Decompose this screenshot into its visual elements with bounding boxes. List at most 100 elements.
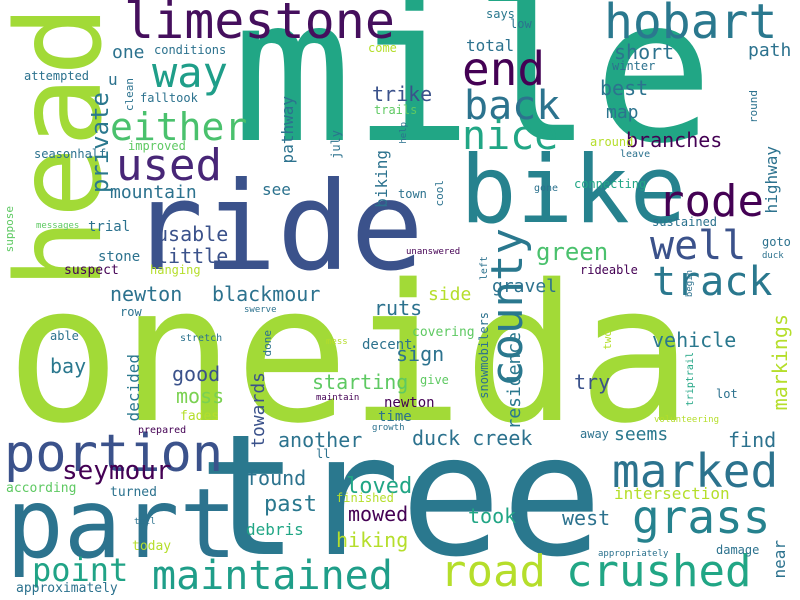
word-row: row — [120, 305, 142, 319]
word-mountain: mountain — [110, 182, 197, 203]
word-u: u — [108, 70, 118, 89]
word-tell: tell — [134, 517, 156, 527]
word-falltook: falltook — [140, 91, 198, 105]
word-away: away — [580, 427, 609, 441]
word-town: town — [398, 187, 427, 201]
word-way: way — [152, 48, 228, 97]
word-around: around — [590, 135, 634, 149]
word-private: private — [86, 92, 114, 194]
word-covering: covering — [412, 325, 475, 340]
word-messages: messages — [36, 221, 80, 231]
word-come: come — [368, 41, 397, 55]
word-sustained: sustained — [652, 215, 718, 229]
word-residence: residence — [504, 332, 525, 430]
word-side: side — [428, 284, 472, 305]
word-best: best — [600, 76, 649, 100]
word-rideable: rideable — [580, 263, 638, 277]
word-low: low — [510, 17, 532, 31]
word-leave: leave — [620, 149, 651, 160]
word-markings: markings — [768, 314, 792, 411]
word-today: today — [132, 539, 172, 554]
word-snowmobilers: snowmobilers — [477, 312, 491, 399]
word-newton-small: newton — [384, 395, 435, 411]
word-oneida: oneida — [6, 244, 693, 465]
word-conditions: conditions — [154, 43, 227, 57]
word-help: help — [399, 122, 409, 144]
word-stone: stone — [98, 249, 141, 265]
word-turned: turned — [110, 485, 157, 500]
word-portion: portion — [4, 424, 224, 484]
word-duck: duck — [762, 251, 784, 261]
word-connecting: connecting — [574, 177, 647, 191]
word-green: green — [536, 238, 609, 266]
word-track: track — [652, 259, 773, 305]
word-highway: highway — [762, 146, 781, 214]
word-mowed: mowed — [348, 502, 409, 526]
word-path: path — [748, 40, 792, 61]
word-either: either — [110, 105, 248, 149]
word-one: one — [112, 42, 145, 63]
word-short: short — [614, 40, 675, 64]
word-decent: decent — [362, 337, 413, 353]
word-end: end — [462, 42, 546, 96]
word-towards: towards — [248, 372, 269, 448]
word-appropriately: appropriately — [598, 549, 669, 559]
word-road: road — [440, 546, 546, 597]
word-mile: mile — [232, 0, 714, 188]
word-triptrail: triptrail — [685, 352, 696, 407]
word-round: round — [747, 90, 760, 124]
word-moss: moss — [176, 384, 225, 408]
word-used: used — [116, 140, 222, 191]
word-maintained: maintained — [152, 553, 393, 599]
word-tree: tree — [198, 398, 603, 594]
word-limestone: limestone — [124, 0, 395, 50]
word-time: time — [378, 409, 412, 425]
word-decided: decided — [124, 354, 143, 422]
word-suspect: suspect — [64, 263, 119, 278]
word-vehicle: vehicle — [652, 328, 737, 352]
word-marked: marked — [612, 444, 779, 498]
word-loved: loved — [346, 474, 413, 499]
word-newton: newton — [110, 282, 183, 306]
word-mess: mess — [326, 337, 348, 347]
word-fades: fades — [180, 409, 220, 424]
word-biking: biking — [372, 150, 391, 208]
word-give: give — [420, 373, 449, 387]
word-hanging: hanging — [150, 263, 201, 277]
word-past: past — [264, 492, 317, 517]
word-rode: rode — [658, 176, 764, 227]
word-trails: trails — [374, 103, 418, 117]
word-found: found — [246, 466, 307, 490]
word-crushed: crushed — [566, 546, 752, 597]
word-try: try — [574, 370, 611, 394]
word-usable: usable — [156, 222, 229, 246]
word-able: able — [50, 329, 79, 343]
word-finished: finished — [336, 491, 394, 505]
word-duck-creek: duck creek — [412, 426, 533, 450]
word-trial: trial — [88, 219, 131, 235]
word-near: near — [770, 540, 789, 579]
word-begin: begin — [685, 270, 695, 298]
word-map: map — [606, 102, 639, 123]
word-hobart: hobart — [604, 0, 778, 50]
word-bike: bike — [460, 136, 687, 245]
word-prepared: prepared — [138, 425, 187, 436]
word-growth: growth — [372, 423, 405, 433]
word-maintain: maintain — [316, 393, 360, 403]
word-damage: damage — [716, 543, 760, 557]
word-volunteering: volunteering — [654, 415, 720, 425]
word-grass: grass — [632, 490, 771, 544]
word-clean: clean — [123, 78, 136, 112]
word-part: part — [6, 468, 238, 580]
word-west: west — [562, 506, 611, 530]
word-lot: lot — [716, 387, 738, 401]
word-back: back — [464, 83, 561, 129]
word-seems: seems — [614, 424, 669, 445]
word-blackmour: blackmour — [212, 282, 321, 306]
word-intersection: intersection — [614, 484, 730, 503]
word-branches: branches — [626, 128, 723, 152]
word-july: july — [329, 130, 343, 159]
word-improved: improved — [128, 139, 186, 153]
word-approximately: approximately — [16, 581, 118, 596]
